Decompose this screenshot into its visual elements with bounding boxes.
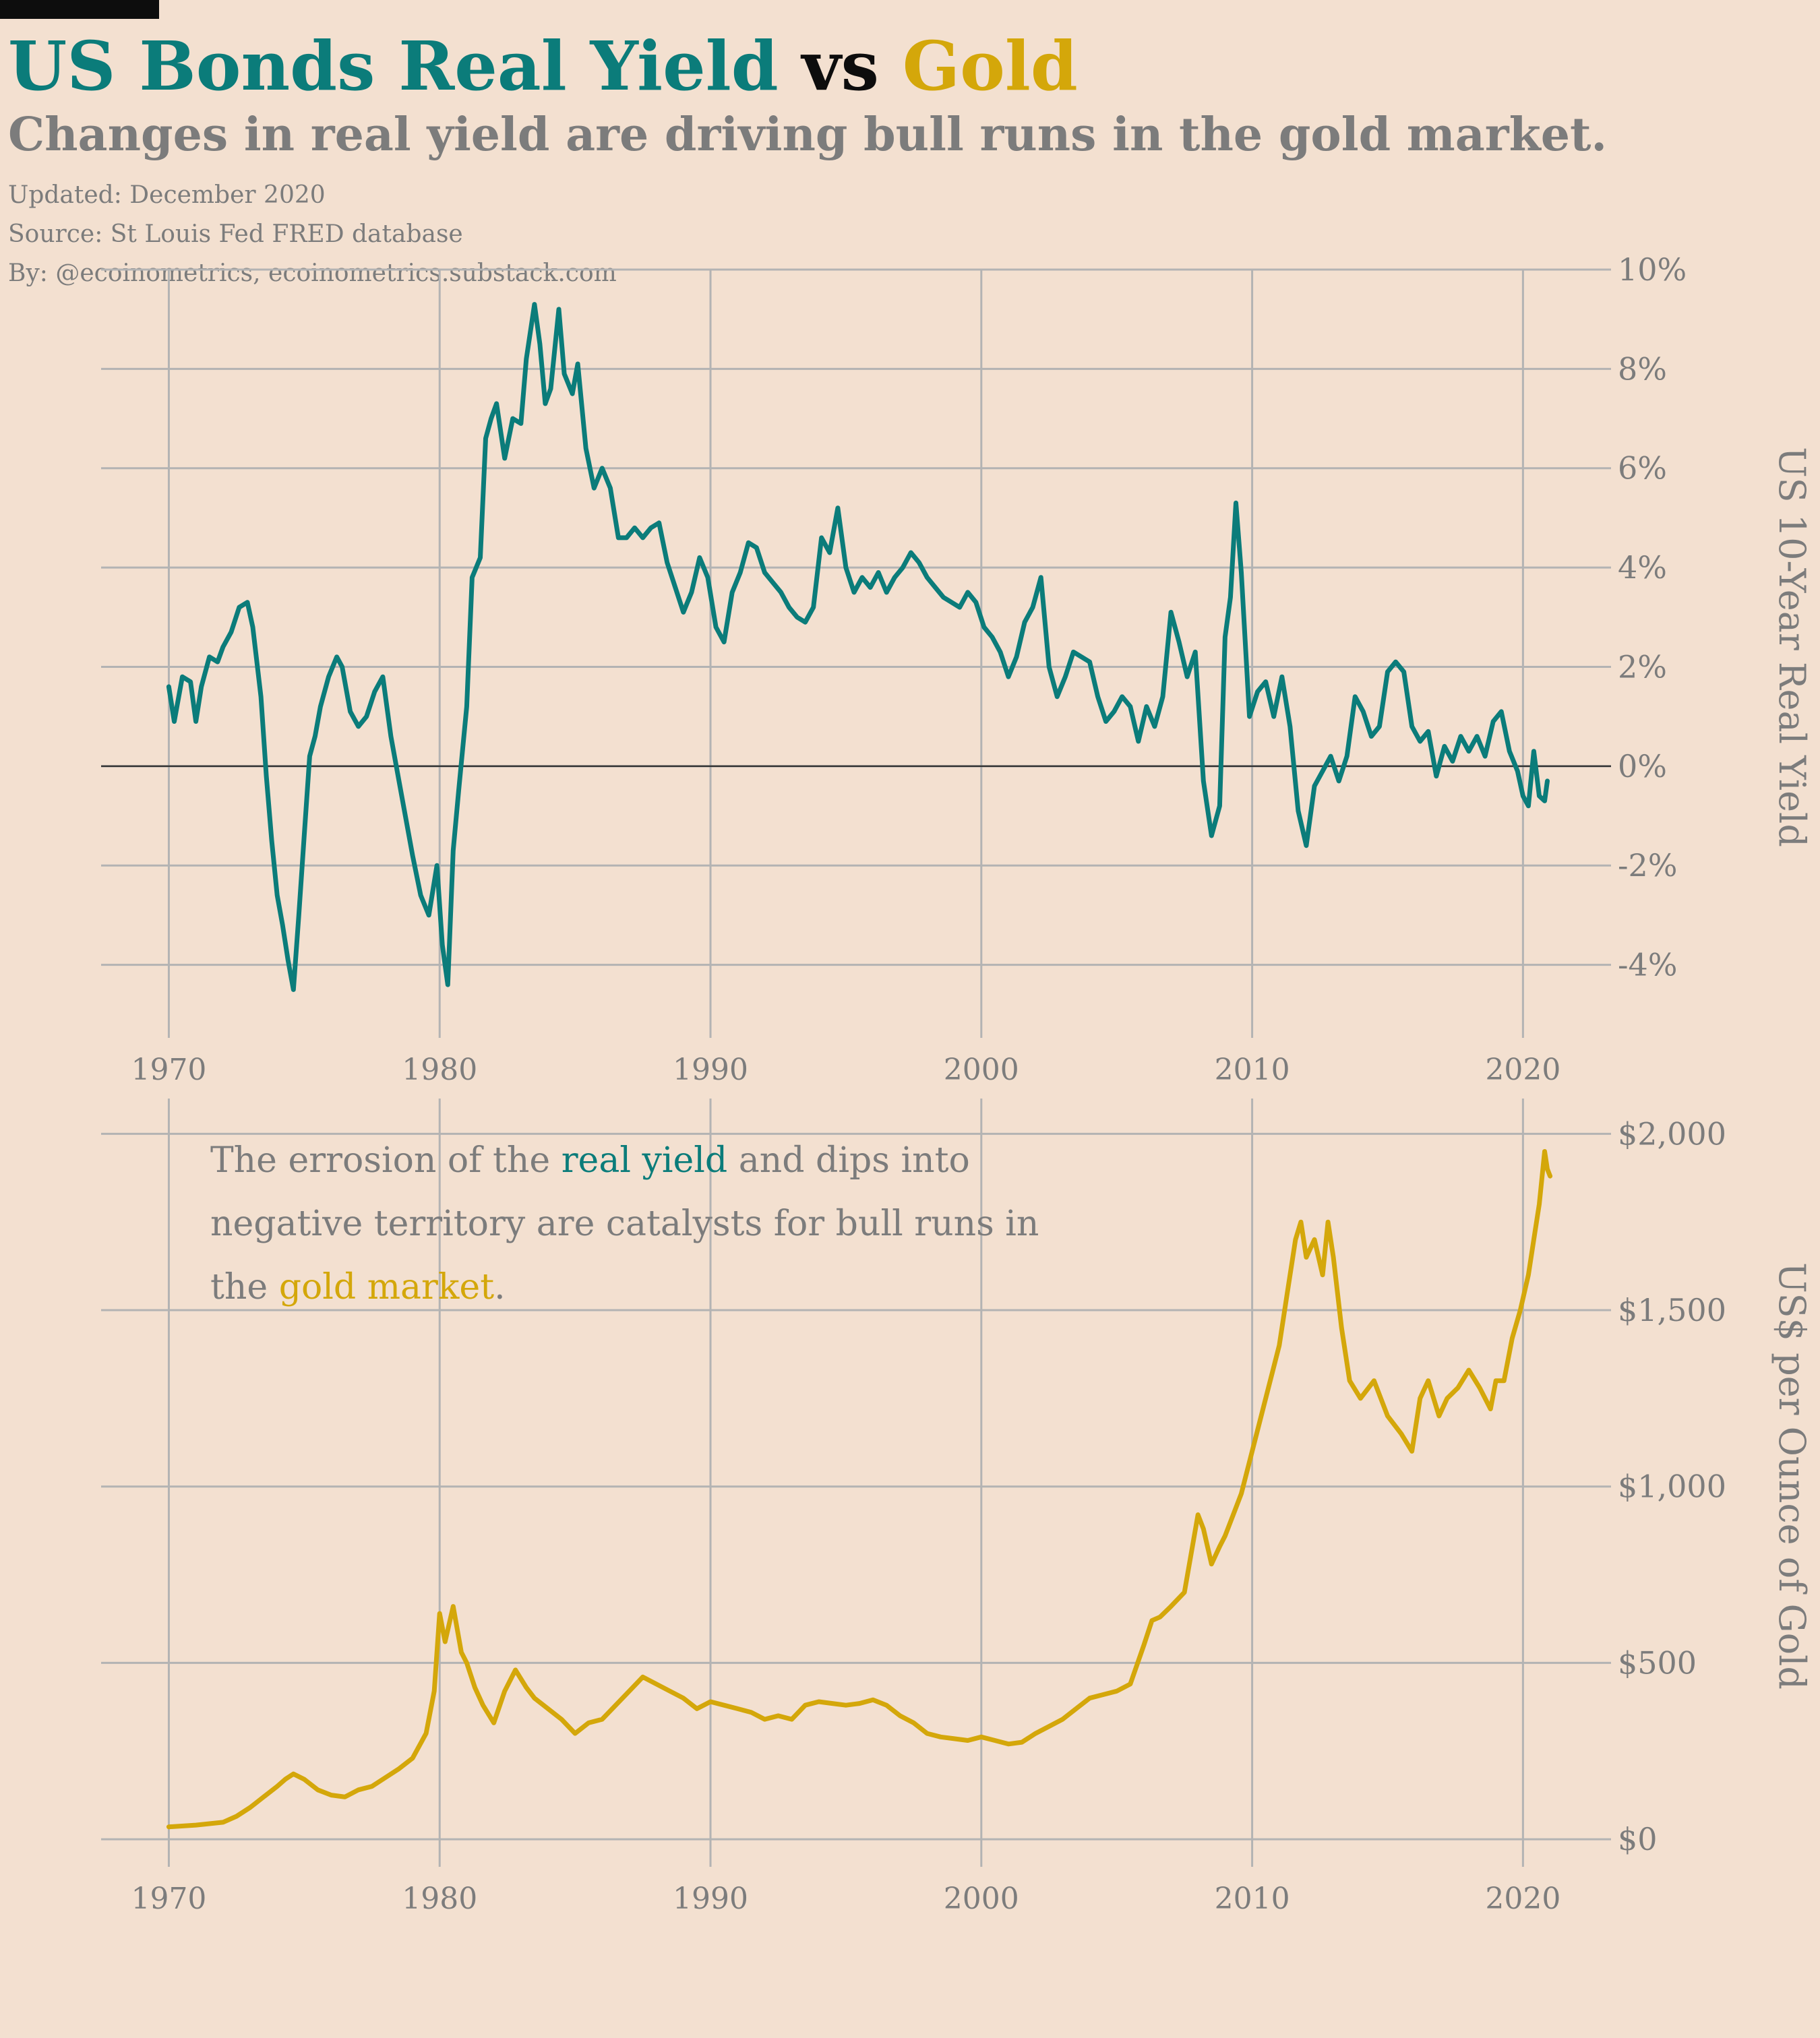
x-tick-label: 2020 <box>1485 1882 1560 1916</box>
x-tick-label: 1980 <box>402 1053 477 1087</box>
y-tick-label: $1,000 <box>1618 1469 1726 1505</box>
title-vs: vs <box>801 26 879 106</box>
y-axis-label: US 10-Year Real Yield <box>1771 447 1813 847</box>
y-tick-label: $0 <box>1618 1821 1658 1857</box>
x-tick-label: 2000 <box>944 1053 1019 1087</box>
x-tick-label: 2000 <box>944 1882 1019 1916</box>
gold-price-chart: 1970 1980 1990 2000 2010 2020 $0 $500 $1,000 $1,5… <box>101 1099 1813 1916</box>
x-tick-label: 1970 <box>131 1882 206 1916</box>
updated-note: Updated: December 2020 <box>8 181 326 209</box>
chart-annotation: The errosion of the real yield and dips … <box>210 1129 1053 1319</box>
page-title: US Bonds Real Yield vs Gold <box>8 26 1078 106</box>
x-tick-label: 1980 <box>402 1882 477 1916</box>
title-real-yield: US Bonds Real Yield <box>8 26 779 106</box>
y-tick-label: $2,000 <box>1618 1115 1726 1152</box>
y-tick-label: 6% <box>1618 450 1667 487</box>
source-note: Source: St Louis Fed FRED database <box>8 220 463 248</box>
y-tick-label: -4% <box>1618 947 1678 983</box>
series-line <box>166 1149 1553 1830</box>
x-tick-label: 2010 <box>1215 1053 1290 1087</box>
y-tick-label: -2% <box>1618 847 1678 884</box>
author-note: By: @ecoinometrics, ecoinometrics.substa… <box>8 259 617 287</box>
x-tick-label: 1990 <box>673 1053 748 1087</box>
x-tick-label: 1970 <box>131 1053 206 1087</box>
x-tick-label: 2020 <box>1485 1053 1560 1087</box>
grid <box>101 268 1611 1038</box>
real-yield-chart: 1970 1980 1990 2000 2010 2020 -4% -2% 0% 2% 4% 6% 8%… <box>101 256 1813 1087</box>
annotation-real-yield: real yield <box>561 1140 728 1181</box>
y-tick-label: 10% <box>1618 256 1687 288</box>
annotation-gold-market: gold market <box>278 1267 495 1307</box>
x-tick-label: 2010 <box>1215 1882 1290 1916</box>
y-tick-label: 8% <box>1618 350 1667 387</box>
annotation-text-1: The errosion of the <box>210 1140 562 1181</box>
page-subtitle: Changes in real yield are driving bull r… <box>8 108 1608 162</box>
series-line <box>166 302 1550 992</box>
y-tick-label: 0% <box>1618 748 1667 784</box>
y-tick-label: $1,500 <box>1618 1292 1726 1328</box>
y-tick-label: 2% <box>1618 648 1667 685</box>
annotation-text-3: . <box>494 1267 506 1307</box>
y-tick-label: 4% <box>1618 549 1667 586</box>
y-tick-label: $500 <box>1618 1644 1697 1681</box>
x-tick-label: 1990 <box>673 1882 748 1916</box>
title-gold: Gold <box>902 26 1078 106</box>
y-axis-label: US$ per Ounce of Gold <box>1771 1262 1813 1690</box>
annotation-text-2: and dips into negative territory are cat… <box>210 1140 1039 1307</box>
top-accent-bar <box>0 0 159 19</box>
